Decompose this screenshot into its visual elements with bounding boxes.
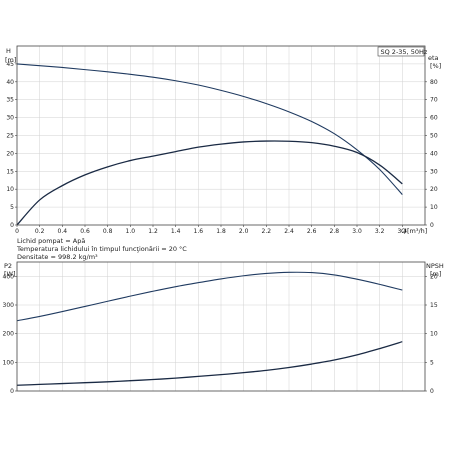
right-tick-label: 50 [430, 133, 438, 140]
fluid-info: Lichid pompat = Apă Temperatura lichidul… [16, 237, 187, 261]
x-tick-label: 0.2 [35, 228, 45, 235]
q-axis-label: Q [401, 227, 406, 235]
right-tick-label: 60 [430, 115, 438, 122]
left-tick-label: 5 [10, 204, 14, 211]
right-tick-label: 10 [430, 331, 438, 338]
efficiency-curve [16, 140, 403, 226]
x-tick-label: 2.2 [262, 228, 272, 235]
right-tick-label: 20 [430, 186, 438, 193]
right-tick-label: 10 [430, 204, 438, 211]
right-tick-label: 15 [430, 302, 438, 309]
right-tick-label: 30 [430, 168, 438, 175]
npsh-axis-label: NPSH [426, 262, 444, 270]
left-tick-label: 45 [6, 61, 14, 68]
x-tick-label: 0 [15, 228, 19, 235]
right-tick-label: 80 [430, 79, 438, 86]
power-npsh-frame [16, 261, 426, 392]
head-curve [16, 63, 403, 195]
x-tick-label: 1.2 [148, 228, 158, 235]
model-label-box [377, 46, 425, 57]
right-tick-label: 20 [430, 273, 438, 280]
x-tick-label: 2.6 [307, 228, 317, 235]
power-curve [16, 271, 403, 322]
p2-axis-label: P2 [4, 262, 12, 270]
right-tick-label: 0 [430, 388, 434, 395]
left-tick-label: 40 [6, 79, 14, 86]
left-tick-label: 200 [3, 331, 15, 338]
performance-series [16, 63, 403, 226]
x-tick-label: 0.4 [58, 228, 68, 235]
right-tick-label: 70 [430, 97, 438, 104]
left-tick-label: 100 [3, 359, 15, 366]
performance-chart: H [m] eta [%] 0 5 10 15 20 25 30 35 40 45 0 10 20 30… [5, 45, 441, 235]
power-npsh-chart: P2 [W] NPSH [m] 0 100 200 300 400 0 5 10 15 20 [3, 261, 444, 395]
left-tick-label: 400 [3, 273, 15, 280]
x-tick-label: 3.2 [375, 228, 385, 235]
x-tick-label: 2.8 [330, 228, 340, 235]
left-tick-label: 35 [6, 97, 14, 104]
x-tick-label: 2.4 [284, 228, 294, 235]
right-tick-label: 0 [430, 222, 434, 229]
right-tick-label: 5 [430, 359, 434, 366]
x-tick-label: 1.8 [216, 228, 226, 235]
info-line-liquid: Lichid pompat = Apă [17, 237, 85, 245]
left-tick-label: 0 [10, 388, 14, 395]
performance-grid [17, 46, 425, 225]
p2-axis-ticks: 0 100 200 300 400 [3, 273, 17, 395]
power-npsh-grid [17, 262, 425, 391]
h-axis-ticks: 0 5 10 15 20 25 30 35 40 45 [6, 61, 17, 229]
info-line-temperature: Temperatura lichidului în timpul funcţio… [16, 245, 187, 253]
x-tick-label: 3.4 [398, 228, 408, 235]
left-tick-label: 30 [6, 115, 14, 122]
left-tick-label: 20 [6, 150, 14, 157]
x-tick-label: 0.8 [103, 228, 113, 235]
eta-axis-ticks: 0 10 20 30 40 50 60 70 80 [425, 79, 438, 229]
x-tick-label: 1.4 [171, 228, 181, 235]
h-axis-unit: [m] [5, 56, 16, 64]
npsh-curve [16, 341, 403, 386]
performance-frame [16, 45, 426, 226]
left-tick-label: 0 [10, 222, 14, 229]
npsh-axis-ticks: 0 5 10 15 20 [425, 273, 438, 395]
left-tick-label: 15 [6, 168, 14, 175]
h-axis-label: H [6, 47, 11, 55]
x-tick-label: 1.0 [126, 228, 136, 235]
eta-axis-label: eta [428, 54, 439, 62]
model-label: SQ 2-35, 50Hz [381, 48, 428, 56]
x-tick-label: 2.0 [239, 228, 249, 235]
eta-axis-unit: [%] [430, 62, 441, 70]
left-tick-label: 25 [6, 133, 14, 140]
info-line-density: Densitate = 998.2 kg/m³ [17, 253, 98, 261]
x-tick-label: 1.6 [194, 228, 204, 235]
right-tick-label: 40 [430, 150, 438, 157]
q-axis-unit: [m³/h] [407, 227, 427, 235]
left-tick-label: 300 [3, 302, 15, 309]
left-tick-label: 10 [6, 186, 14, 193]
x-tick-label: 3.0 [352, 228, 362, 235]
x-tick-label: 0.6 [80, 228, 90, 235]
power-npsh-series [16, 271, 403, 386]
q-axis-ticks: 0 0.2 0.4 0.6 0.8 1.0 1.2 1.4 1.6 1.8 2.0 2.2 2.4 2.6… [15, 225, 407, 235]
npsh-axis-unit: [m] [430, 270, 441, 278]
p2-axis-unit: [W] [4, 270, 16, 278]
